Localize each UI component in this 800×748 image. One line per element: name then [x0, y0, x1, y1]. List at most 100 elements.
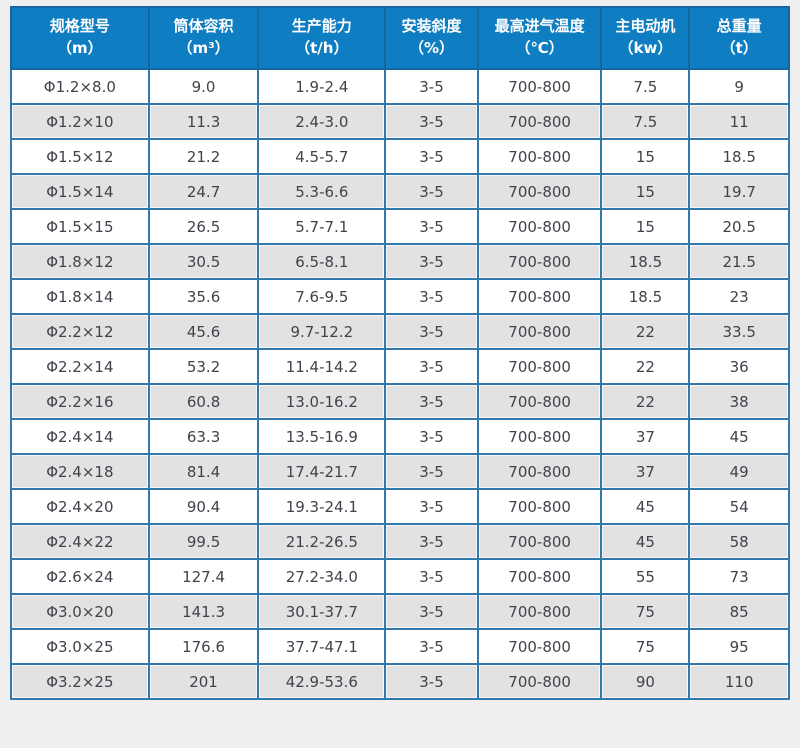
cell-motor: 45 [600, 523, 691, 560]
cell-slope: 3-5 [384, 348, 479, 385]
table-row: Φ3.0×20 141.3 30.1-37.7 3-5 700-800 75 85 [10, 593, 790, 630]
cell-motor: 22 [600, 383, 691, 420]
table-row: Φ2.4×20 90.4 19.3-24.1 3-5 700-800 45 54 [10, 488, 790, 525]
cell-capacity: 13.5-16.9 [257, 418, 387, 455]
cell-model: Φ2.4×22 [10, 523, 150, 560]
cell-slope: 3-5 [384, 138, 479, 175]
header-row: 规格型号 （m） 筒体容积 （m³） 生产能力 （t/h） 安装斜度 （%） 最高进气温度 （℃）… [10, 6, 790, 70]
column-label: 安装斜度 [401, 17, 462, 36]
cell-model: Φ2.2×14 [10, 348, 150, 385]
column-label: 总重量 [716, 17, 762, 36]
cell-weight: 21.5 [688, 243, 790, 280]
cell-motor: 15 [600, 208, 691, 245]
table-row: Φ1.8×14 35.6 7.6-9.5 3-5 700-800 18.5 23 [10, 278, 790, 315]
cell-model: Φ2.2×16 [10, 383, 150, 420]
cell-motor: 90 [600, 663, 691, 700]
cell-model: Φ2.4×20 [10, 488, 150, 525]
cell-volume: 53.2 [147, 348, 260, 385]
cell-volume: 176.6 [147, 628, 260, 665]
table-row: Φ1.2×8.0 9.0 1.9-2.4 3-5 700-800 7.5 9 [10, 68, 790, 105]
cell-weight: 95 [688, 628, 790, 665]
cell-inlet_temp: 700-800 [476, 208, 603, 245]
cell-volume: 99.5 [147, 523, 260, 560]
cell-weight: 18.5 [688, 138, 790, 175]
column-header-inlet_temp: 最高进气温度 （℃） [476, 6, 603, 70]
cell-volume: 90.4 [147, 488, 260, 525]
cell-slope: 3-5 [384, 523, 479, 560]
table-row: Φ2.2×14 53.2 11.4-14.2 3-5 700-800 22 36 [10, 348, 790, 385]
cell-weight: 23 [688, 278, 790, 315]
cell-motor: 37 [600, 453, 691, 490]
cell-volume: 63.3 [147, 418, 260, 455]
column-label: 最高进气温度 [494, 17, 585, 36]
spec-table-container: 规格型号 （m） 筒体容积 （m³） 生产能力 （t/h） 安装斜度 （%） 最高进气温度 （℃）… [10, 6, 790, 700]
cell-volume: 24.7 [147, 173, 260, 210]
cell-model: Φ1.8×14 [10, 278, 150, 315]
table-row: Φ1.5×15 26.5 5.7-7.1 3-5 700-800 15 20.5 [10, 208, 790, 245]
cell-inlet_temp: 700-800 [476, 68, 603, 105]
cell-motor: 55 [600, 558, 691, 595]
column-label: 规格型号 [49, 17, 110, 36]
cell-inlet_temp: 700-800 [476, 173, 603, 210]
cell-motor: 7.5 [600, 103, 691, 140]
cell-capacity: 7.6-9.5 [257, 278, 387, 315]
cell-inlet_temp: 700-800 [476, 383, 603, 420]
cell-slope: 3-5 [384, 383, 479, 420]
table-row: Φ3.0×25 176.6 37.7-47.1 3-5 700-800 75 95 [10, 628, 790, 665]
cell-inlet_temp: 700-800 [476, 103, 603, 140]
cell-volume: 141.3 [147, 593, 260, 630]
column-header-volume: 筒体容积 （m³） [147, 6, 260, 70]
cell-slope: 3-5 [384, 663, 479, 700]
cell-volume: 81.4 [147, 453, 260, 490]
column-header-motor: 主电动机 （kw） [600, 6, 691, 70]
cell-motor: 18.5 [600, 278, 691, 315]
cell-motor: 75 [600, 593, 691, 630]
cell-slope: 3-5 [384, 453, 479, 490]
column-label: 筒体容积 [173, 17, 234, 36]
cell-slope: 3-5 [384, 243, 479, 280]
column-unit: （t/h） [295, 39, 349, 57]
table-row: Φ2.4×22 99.5 21.2-26.5 3-5 700-800 45 58 [10, 523, 790, 560]
cell-weight: 54 [688, 488, 790, 525]
cell-motor: 15 [600, 138, 691, 175]
cell-weight: 73 [688, 558, 790, 595]
cell-model: Φ2.4×18 [10, 453, 150, 490]
cell-inlet_temp: 700-800 [476, 558, 603, 595]
table-header: 规格型号 （m） 筒体容积 （m³） 生产能力 （t/h） 安装斜度 （%） 最高进气温度 （℃）… [10, 6, 790, 70]
cell-capacity: 27.2-34.0 [257, 558, 387, 595]
cell-weight: 85 [688, 593, 790, 630]
cell-capacity: 5.7-7.1 [257, 208, 387, 245]
column-unit: （℃） [515, 39, 564, 57]
cell-inlet_temp: 700-800 [476, 348, 603, 385]
cell-model: Φ2.6×24 [10, 558, 150, 595]
column-unit: （kw） [618, 39, 673, 57]
cell-model: Φ1.5×15 [10, 208, 150, 245]
cell-weight: 49 [688, 453, 790, 490]
cell-capacity: 17.4-21.7 [257, 453, 387, 490]
cell-slope: 3-5 [384, 173, 479, 210]
table-row: Φ3.2×25 201 42.9-53.6 3-5 700-800 90 110 [10, 663, 790, 700]
cell-inlet_temp: 700-800 [476, 243, 603, 280]
cell-weight: 20.5 [688, 208, 790, 245]
column-header-capacity: 生产能力 （t/h） [257, 6, 387, 70]
cell-weight: 19.7 [688, 173, 790, 210]
cell-weight: 33.5 [688, 313, 790, 350]
cell-model: Φ1.8×12 [10, 243, 150, 280]
column-unit: （m） [57, 39, 103, 57]
cell-inlet_temp: 700-800 [476, 313, 603, 350]
cell-slope: 3-5 [384, 208, 479, 245]
cell-volume: 60.8 [147, 383, 260, 420]
cell-model: Φ1.2×10 [10, 103, 150, 140]
cell-model: Φ2.2×12 [10, 313, 150, 350]
cell-inlet_temp: 700-800 [476, 628, 603, 665]
column-unit: （t） [720, 39, 758, 57]
table-row: Φ1.5×14 24.7 5.3-6.6 3-5 700-800 15 19.7 [10, 173, 790, 210]
cell-inlet_temp: 700-800 [476, 138, 603, 175]
cell-capacity: 21.2-26.5 [257, 523, 387, 560]
column-unit: （%） [408, 39, 454, 57]
cell-slope: 3-5 [384, 418, 479, 455]
table-row: Φ2.6×24 127.4 27.2-34.0 3-5 700-800 55 73 [10, 558, 790, 595]
cell-volume: 30.5 [147, 243, 260, 280]
cell-capacity: 11.4-14.2 [257, 348, 387, 385]
cell-slope: 3-5 [384, 103, 479, 140]
